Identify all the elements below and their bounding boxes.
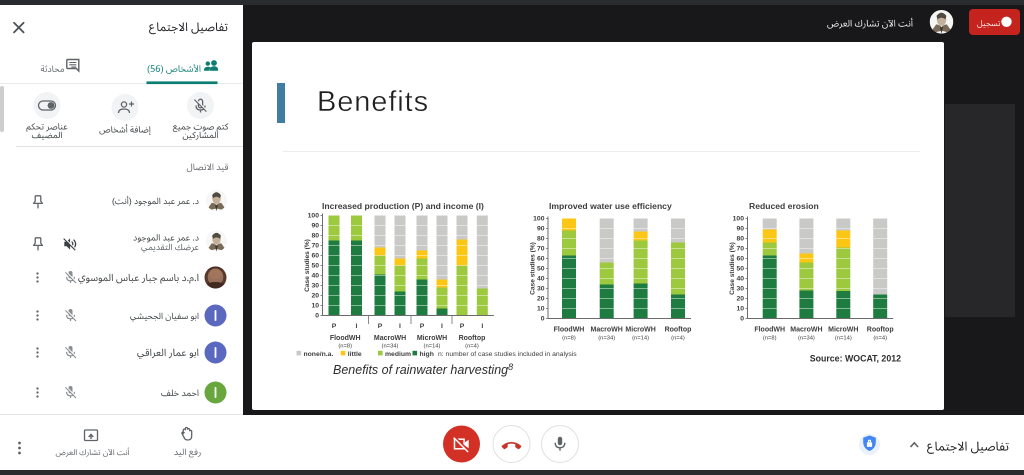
svg-text:P: P (332, 323, 337, 330)
svg-text:(n=14): (n=14) (835, 336, 852, 342)
svg-text:P: P (378, 323, 383, 330)
svg-text:Rooftop: Rooftop (665, 327, 692, 334)
svg-text:P: P (460, 323, 465, 330)
svg-text:Reduced erosion: Reduced erosion (749, 201, 819, 211)
svg-text:30: 30 (311, 283, 319, 290)
svg-text:little: little (348, 351, 362, 358)
svg-text:medium: medium (385, 351, 411, 358)
svg-text:90: 90 (736, 226, 744, 233)
svg-text:70: 70 (537, 246, 545, 253)
svg-text:Increased production (P) and i: Increased production (P) and income (I) (322, 201, 484, 211)
svg-text:80: 80 (311, 233, 319, 240)
svg-text:high: high (420, 351, 434, 358)
svg-text:0: 0 (315, 313, 319, 320)
svg-text:80: 80 (736, 236, 744, 243)
svg-text:70: 70 (736, 246, 744, 253)
svg-text:70: 70 (311, 243, 319, 250)
svg-text:(n=8): (n=8) (338, 344, 352, 350)
svg-text:none/n.a.: none/n.a. (304, 351, 334, 358)
svg-text:Case studies (%): Case studies (%) (530, 242, 537, 295)
svg-text:90: 90 (311, 223, 319, 230)
svg-text:50: 50 (311, 263, 319, 270)
svg-text:Source: WOCAT, 2012: Source: WOCAT, 2012 (810, 354, 901, 364)
svg-text:80: 80 (537, 236, 545, 243)
svg-text:(n=14): (n=14) (632, 336, 649, 342)
svg-text:20: 20 (736, 296, 744, 303)
svg-text:I: I (481, 323, 483, 330)
svg-text:30: 30 (537, 286, 545, 293)
svg-text:FloodWH: FloodWH (754, 327, 785, 334)
svg-text:I: I (441, 323, 443, 330)
svg-text:(n=4): (n=4) (465, 344, 479, 350)
svg-text:MicroWH: MicroWH (417, 335, 447, 342)
svg-text:90: 90 (537, 226, 545, 233)
svg-text:60: 60 (311, 253, 319, 260)
svg-text:10: 10 (736, 306, 744, 313)
svg-text:50: 50 (537, 266, 545, 273)
svg-text:(n=34): (n=34) (598, 336, 615, 342)
svg-text:20: 20 (311, 293, 319, 300)
svg-text:10: 10 (537, 306, 545, 313)
svg-text:100: 100 (733, 216, 745, 223)
svg-text:(n=8): (n=8) (562, 336, 576, 342)
svg-text:Rooftop: Rooftop (867, 327, 894, 334)
svg-text:I: I (356, 323, 358, 330)
svg-text:(n=14): (n=14) (424, 344, 441, 350)
svg-text:0: 0 (740, 316, 744, 323)
svg-text:20: 20 (537, 296, 545, 303)
svg-text:60: 60 (736, 256, 744, 263)
svg-text:Case studies (%): Case studies (%) (729, 242, 736, 295)
svg-text:60: 60 (537, 256, 545, 263)
svg-text:P: P (420, 323, 425, 330)
svg-text:FloodWH: FloodWH (330, 335, 361, 342)
svg-text:(n=8): (n=8) (763, 336, 777, 342)
svg-text:40: 40 (736, 276, 744, 283)
svg-text:(n=4): (n=4) (671, 336, 685, 342)
svg-text:40: 40 (311, 273, 319, 280)
svg-text:(n=34): (n=34) (798, 336, 815, 342)
svg-text:MacroWH: MacroWH (790, 327, 822, 334)
svg-text:n: number of case studies incl: n: number of case studies included in an… (438, 351, 577, 358)
svg-text:MacroWH: MacroWH (591, 327, 623, 334)
svg-text:10: 10 (311, 303, 319, 310)
svg-text:100: 100 (308, 213, 320, 220)
svg-text:Improved water use efficiency: Improved water use efficiency (549, 201, 672, 211)
svg-text:(n=34): (n=34) (382, 344, 399, 350)
svg-text:MicroWH: MicroWH (625, 327, 655, 334)
svg-text:Case studies (%): Case studies (%) (304, 239, 311, 292)
svg-text:0: 0 (541, 316, 545, 323)
svg-text:FloodWH: FloodWH (554, 327, 585, 334)
svg-text:(n=4): (n=4) (873, 336, 887, 342)
svg-text:MicroWH: MicroWH (828, 327, 858, 334)
svg-text:MacroWH: MacroWH (374, 335, 406, 342)
svg-text:I: I (399, 323, 401, 330)
svg-text:40: 40 (537, 276, 545, 283)
svg-text:Rooftop: Rooftop (459, 335, 486, 342)
svg-text:50: 50 (736, 266, 744, 273)
svg-text:100: 100 (533, 216, 545, 223)
svg-text:30: 30 (736, 286, 744, 293)
